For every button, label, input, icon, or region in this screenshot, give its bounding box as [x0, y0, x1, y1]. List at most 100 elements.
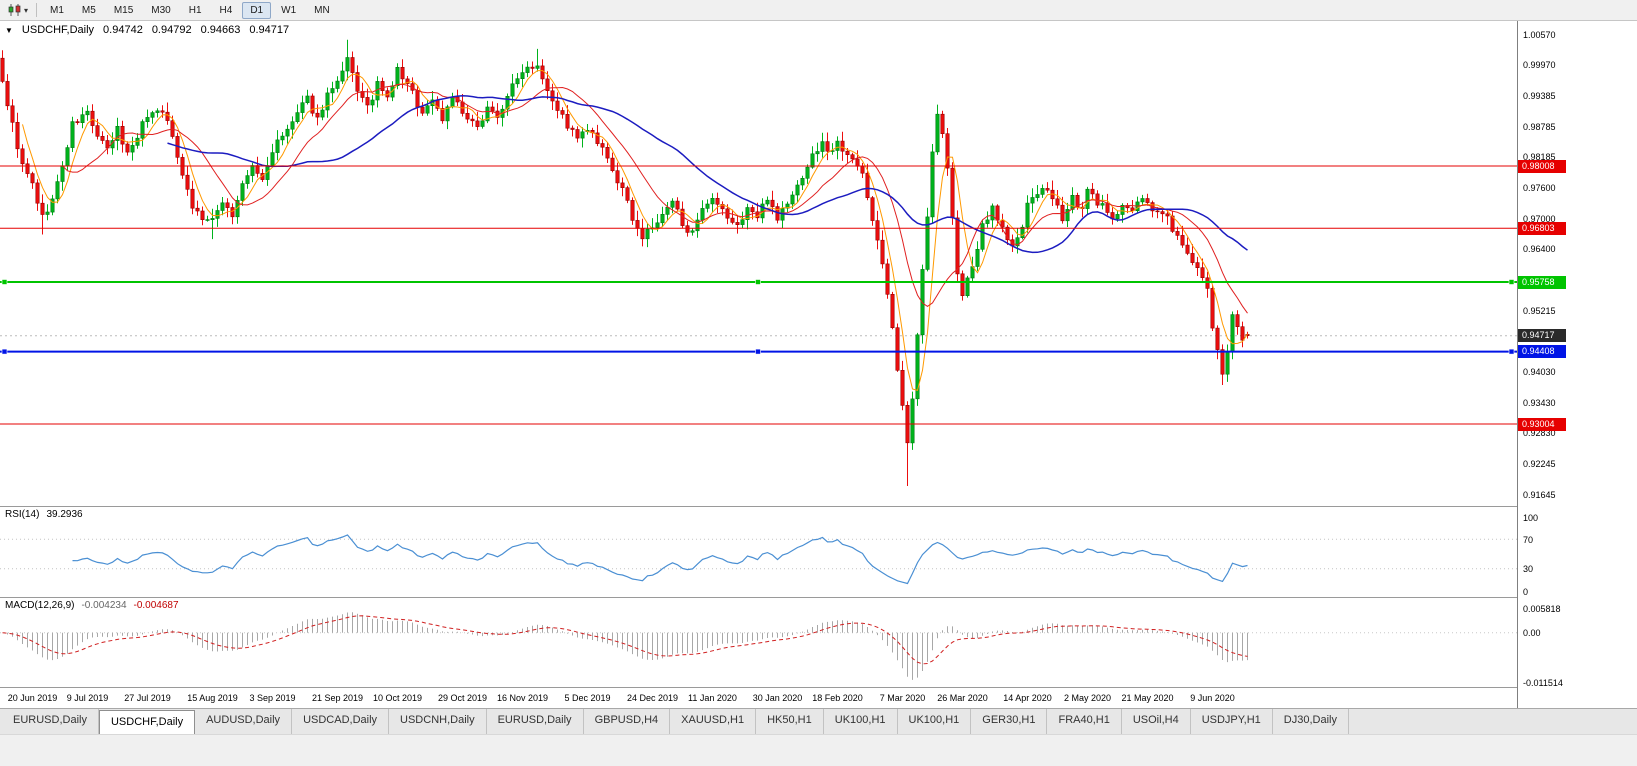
ohlc-open: 0.94742	[103, 24, 143, 36]
date-axis-label: 14 Apr 2020	[1003, 693, 1052, 703]
main-chart-panel[interactable]: ▼ USDCHF,Daily 0.94742 0.94792 0.94663 0…	[0, 21, 1517, 506]
rsi-label: RSI(14)	[5, 509, 40, 520]
macd-label-row: MACD(12,26,9) -0.004234 -0.004687	[5, 600, 179, 611]
date-axis-label: 27 Jul 2019	[124, 693, 171, 703]
date-axis-label: 9 Jul 2019	[66, 693, 109, 703]
rsi-panel[interactable]: RSI(14) 39.2936	[0, 507, 1517, 597]
toolbar-separator	[36, 3, 38, 17]
macd-axis-label: 0.005818	[1523, 603, 1561, 614]
date-axis-label: 29 Oct 2019	[437, 693, 488, 703]
ohlc-close: 0.94717	[249, 24, 290, 36]
macd-chart-canvas[interactable]	[0, 598, 1517, 687]
tab-USDCNH-Daily[interactable]: USDCNH,Daily	[389, 709, 487, 734]
current-price-tag: 0.94717	[1518, 329, 1566, 343]
rsi-chart-canvas[interactable]	[0, 507, 1517, 597]
hline-price-tag[interactable]: 0.95758	[1518, 275, 1566, 289]
price-axis[interactable]: 1.00570 0.99970 0.99385 0.98785 0.98185 0.976…	[1517, 21, 1637, 708]
rsi-value: 39.2936	[46, 509, 83, 520]
macd-axis-label: 0.00	[1523, 628, 1541, 639]
date-axis[interactable]: 20 Jun 2019 9 Jul 2019 27 Jul 2019 15 Aug 2…	[0, 688, 1517, 708]
tab-GBPUSD-H4[interactable]: GBPUSD,H4	[583, 709, 671, 734]
price-axis-label: 0.99385	[1523, 90, 1556, 101]
status-bar	[0, 734, 1637, 766]
price-axis-label: 0.93430	[1523, 397, 1556, 408]
ohlc-low: 0.94663	[200, 24, 241, 36]
chart-tabbar: EURUSD,Daily USDCHF,Daily AUDUSD,Daily USDC…	[0, 708, 1637, 734]
macd-value-signal: -0.004687	[133, 600, 179, 611]
date-axis-label: 21 Sep 2019	[311, 693, 364, 703]
date-axis-label: 9 Jun 2020	[1190, 693, 1235, 703]
timeframe-button-MN[interactable]: MN	[314, 4, 330, 16]
panel-divider[interactable]	[0, 506, 1637, 507]
timeframe-button-M1[interactable]: M1	[50, 4, 64, 16]
timeframe-button-H1[interactable]: H1	[188, 4, 202, 16]
hline-price-tag[interactable]: 0.93004	[1518, 417, 1566, 431]
date-axis-label: 15 Aug 2019	[187, 693, 238, 703]
tab-DJ30-Daily[interactable]: DJ30,Daily	[1272, 709, 1349, 734]
timeframe-button-H4[interactable]: H4	[219, 4, 233, 16]
ohlc-high: 0.94792	[151, 24, 192, 36]
tab-USDCAD-Daily[interactable]: USDCAD,Daily	[292, 709, 390, 734]
panel-divider[interactable]	[0, 597, 1637, 598]
price-axis-label: 0.96400	[1523, 244, 1556, 255]
chevron-down-icon: ▾	[24, 5, 29, 15]
rsi-axis-label: 100	[1523, 512, 1539, 523]
candlestick-chart-canvas[interactable]	[0, 21, 1517, 506]
timeframe-button-W1[interactable]: W1	[281, 4, 297, 16]
date-axis-label: 18 Feb 2020	[812, 693, 863, 703]
date-axis-label: 24 Dec 2019	[626, 693, 679, 703]
hline-price-tag[interactable]: 0.98008	[1518, 159, 1566, 173]
price-axis-label: 1.00570	[1523, 29, 1556, 40]
price-axis-label: 0.98185	[1523, 152, 1556, 163]
price-axis-label: 0.92245	[1523, 458, 1556, 469]
tab-UK100-H1[interactable]: UK100,H1	[823, 709, 898, 734]
price-axis-label: 0.99970	[1523, 60, 1556, 71]
rsi-axis-label: 0	[1523, 586, 1529, 597]
date-axis-label: 3 Sep 2019	[249, 693, 296, 703]
rsi-axis-label: 70	[1523, 534, 1534, 545]
macd-axis-label: -0.011514	[1523, 677, 1563, 688]
timeframe-button-M30[interactable]: M30	[151, 4, 171, 16]
price-axis-label: 0.98785	[1523, 121, 1556, 132]
date-axis-label: 5 Dec 2019	[564, 693, 611, 703]
tab-USDCHF-Daily[interactable]: USDCHF,Daily	[98, 710, 196, 734]
date-axis-label: 30 Jan 2020	[752, 693, 803, 703]
date-axis-label: 26 Mar 2020	[937, 693, 988, 703]
tab-USOil-H4[interactable]: USOil,H4	[1121, 709, 1191, 734]
date-axis-label: 20 Jun 2019	[7, 693, 58, 703]
macd-panel[interactable]: MACD(12,26,9) -0.004234 -0.004687	[0, 598, 1517, 687]
date-axis-label: 16 Nov 2019	[496, 693, 549, 703]
candlestick-chart-icon	[8, 4, 21, 16]
macd-label: MACD(12,26,9)	[5, 600, 75, 611]
price-axis-label: 0.95215	[1523, 305, 1556, 316]
tab-EURUSD-Daily[interactable]: EURUSD,Daily	[2, 709, 99, 734]
price-axis-label: 0.97600	[1523, 182, 1556, 193]
price-axis-label: 0.94030	[1523, 366, 1556, 377]
panel-divider[interactable]	[0, 687, 1637, 688]
macd-value-main: -0.004234	[81, 600, 127, 611]
timeframe-button-D1[interactable]: D1	[242, 1, 272, 19]
tab-GER30-H1[interactable]: GER30,H1	[971, 709, 1048, 734]
tab-UK100-H1[interactable]: UK100,H1	[897, 709, 972, 734]
date-axis-label: 2 May 2020	[1063, 693, 1112, 703]
date-axis-label: 7 Mar 2020	[879, 693, 926, 703]
timeframe-buttons: M1 M5 M15 M30 H1 H4 D1 W1 MN	[42, 1, 338, 19]
tab-FRA40-H1[interactable]: FRA40,H1	[1047, 709, 1122, 734]
tab-USDJPY-H1[interactable]: USDJPY,H1	[1190, 709, 1273, 734]
chart-type-menu-button[interactable]: ▾	[4, 2, 31, 18]
tab-AUDUSD-Daily[interactable]: AUDUSD,Daily	[195, 709, 293, 734]
price-axis-label: 0.97000	[1523, 213, 1556, 224]
symbol-title: USDCHF,Daily	[21, 24, 95, 36]
tab-HK50-H1[interactable]: HK50,H1	[756, 709, 824, 734]
timeframe-button-M5[interactable]: M5	[81, 4, 96, 16]
tab-XAUUSD-H1[interactable]: XAUUSD,H1	[670, 709, 757, 734]
hline-price-tag[interactable]: 0.96803	[1518, 221, 1566, 235]
rsi-axis-label: 30	[1523, 564, 1534, 575]
timeframe-toolbar: ▾ M1 M5 M15 M30 H1 H4 D1 W1 MN	[0, 0, 1637, 21]
timeframe-button-M15[interactable]: M15	[113, 4, 134, 16]
date-axis-label: 21 May 2020	[1121, 693, 1174, 703]
collapse-chart-arrow[interactable]: ▼	[5, 25, 13, 35]
hline-price-tag[interactable]: 0.94408	[1518, 345, 1566, 359]
tab-EURUSD-Daily[interactable]: EURUSD,Daily	[486, 709, 584, 734]
chart-info-overlay: ▼ USDCHF,Daily 0.94742 0.94792 0.94663 0…	[5, 24, 289, 36]
